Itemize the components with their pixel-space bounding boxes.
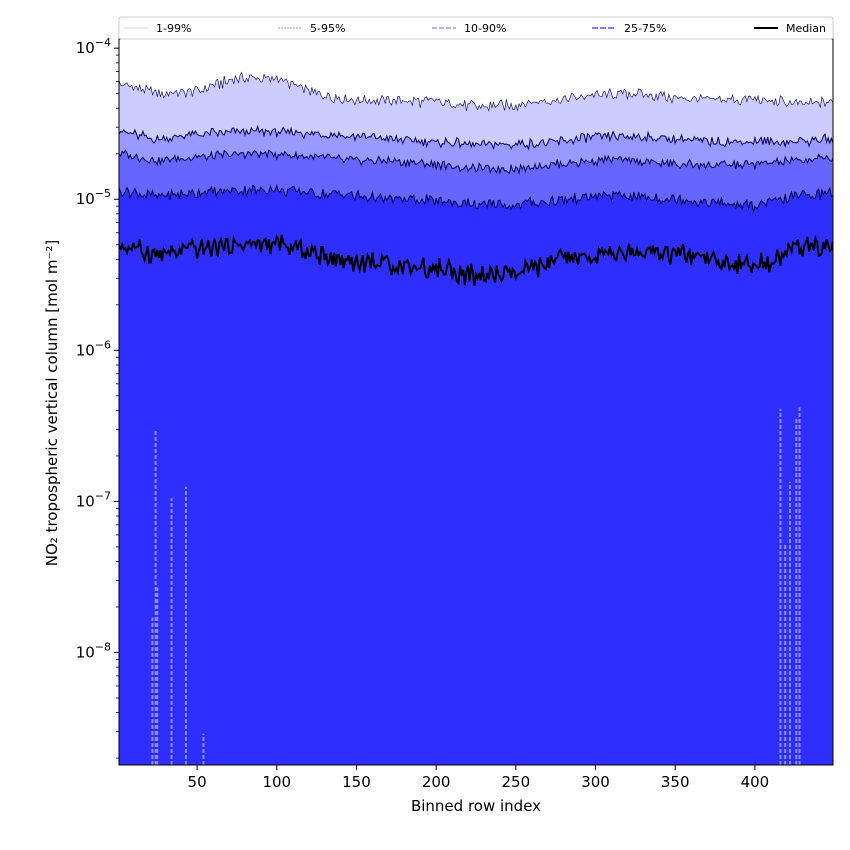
y-axis-label: NO₂ tropospheric vertical column [mol m⁻… (43, 240, 61, 566)
x-tick-label: 50 (188, 773, 207, 791)
x-tick-label: 400 (741, 773, 770, 791)
band-25-75 (119, 185, 833, 765)
x-tick-label: 200 (422, 773, 451, 791)
legend-label: Median (786, 22, 826, 35)
legend-label: 5-95% (310, 22, 345, 35)
band-5-95-upper-line (119, 124, 833, 151)
x-tick-label: 100 (262, 773, 291, 791)
plot-area (119, 71, 833, 765)
legend: 1-99% 5-95% 10-90% 25-75% Median (118, 16, 834, 40)
y-tick-label: 10−7 (76, 489, 111, 510)
legend-label: 25-75% (624, 22, 666, 35)
y-axis: 10−8 10−7 10−6 10−5 10−4 (76, 36, 119, 759)
x-tick-label: 250 (502, 773, 531, 791)
x-tick-label: 350 (661, 773, 690, 791)
band-1-99-upper-line (119, 71, 833, 112)
y-tick-label: 10−6 (76, 338, 111, 359)
x-axis: 50 100 150 200 250 300 350 400 (188, 765, 770, 791)
band-25-75-upper-line (119, 183, 833, 213)
y-tick-label: 10−4 (76, 36, 111, 57)
median-line (119, 233, 833, 286)
legend-label: 1-99% (156, 22, 191, 35)
legend-frame (118, 16, 834, 40)
x-axis-label: Binned row index (411, 797, 541, 815)
y-tick-label: 10−8 (76, 640, 111, 661)
y-tick-label: 10−5 (76, 187, 111, 208)
x-tick-label: 150 (342, 773, 371, 791)
x-tick-label: 300 (581, 773, 610, 791)
legend-label: 10-90% (464, 22, 506, 35)
band-10-90-upper-line (119, 149, 833, 175)
